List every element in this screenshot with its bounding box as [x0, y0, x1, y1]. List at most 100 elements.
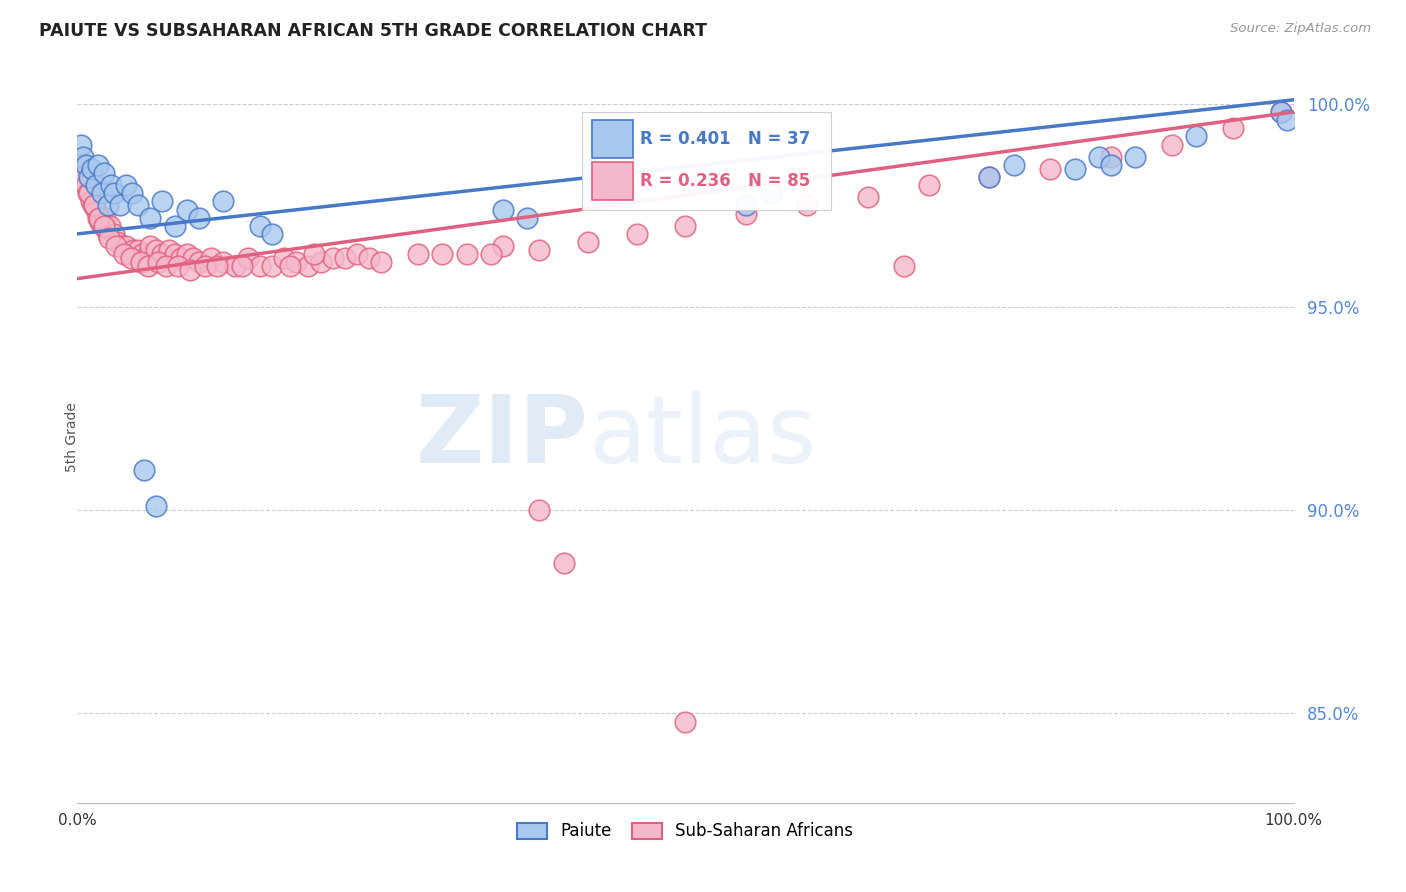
Text: Source: ZipAtlas.com: Source: ZipAtlas.com: [1230, 22, 1371, 36]
Point: [200, 252, 222, 266]
Point: [103, 227, 125, 241]
FancyBboxPatch shape: [592, 162, 633, 200]
Point: [260, 260, 283, 274]
Point: [359, 252, 381, 266]
Point: [97, 231, 120, 245]
Point: [1270, 105, 1292, 120]
Point: [309, 255, 332, 269]
Point: [1277, 113, 1299, 128]
Point: [188, 255, 211, 269]
Point: [98, 219, 121, 233]
Point: [72, 150, 94, 164]
Text: ZIP: ZIP: [415, 391, 588, 483]
FancyBboxPatch shape: [582, 112, 831, 211]
Point: [146, 255, 169, 269]
Point: [120, 252, 142, 266]
Point: [152, 194, 174, 209]
Point: [212, 255, 235, 269]
Point: [181, 252, 204, 266]
Point: [80, 161, 103, 176]
Point: [406, 247, 429, 261]
Point: [115, 239, 138, 253]
Point: [675, 219, 697, 233]
Point: [1002, 158, 1025, 172]
Point: [1161, 137, 1184, 152]
Point: [136, 260, 159, 274]
Point: [1099, 150, 1122, 164]
Point: [1063, 161, 1085, 176]
Point: [152, 247, 174, 261]
Point: [553, 556, 575, 570]
Point: [118, 247, 141, 261]
Point: [87, 211, 110, 225]
Point: [529, 243, 551, 257]
Point: [194, 260, 217, 274]
Point: [759, 186, 782, 201]
Point: [170, 252, 193, 266]
Point: [93, 166, 115, 180]
Point: [492, 202, 515, 217]
Point: [157, 243, 180, 257]
FancyBboxPatch shape: [592, 120, 633, 159]
Point: [84, 202, 107, 217]
Point: [129, 255, 152, 269]
Point: [112, 247, 135, 261]
Point: [145, 499, 167, 513]
Point: [297, 260, 319, 274]
Point: [155, 260, 177, 274]
Point: [167, 260, 190, 274]
Point: [1039, 161, 1062, 176]
Point: [285, 255, 308, 269]
Point: [163, 247, 186, 261]
Text: R = 0.236   N = 85: R = 0.236 N = 85: [640, 172, 811, 190]
Point: [1125, 150, 1147, 164]
Point: [918, 178, 941, 193]
Point: [75, 158, 97, 172]
Point: [278, 260, 301, 274]
Point: [122, 243, 145, 257]
Point: [430, 247, 453, 261]
Point: [856, 190, 879, 204]
Point: [84, 178, 107, 193]
Point: [97, 198, 120, 212]
Point: [735, 206, 758, 220]
Point: [1222, 121, 1244, 136]
Point: [1270, 105, 1292, 120]
Point: [139, 239, 162, 253]
Point: [212, 194, 235, 209]
Point: [107, 235, 129, 249]
Point: [249, 219, 271, 233]
Point: [108, 198, 131, 212]
Point: [479, 247, 502, 261]
Point: [79, 169, 101, 184]
Point: [105, 239, 128, 253]
Point: [1099, 158, 1122, 172]
Point: [333, 252, 356, 266]
Point: [893, 260, 915, 274]
Point: [79, 186, 101, 201]
Point: [304, 247, 326, 261]
Point: [90, 186, 112, 201]
Point: [89, 215, 111, 229]
Point: [322, 252, 344, 266]
Point: [979, 169, 1001, 184]
Point: [260, 227, 283, 241]
Point: [1185, 129, 1208, 144]
Point: [176, 202, 198, 217]
Text: R = 0.401   N = 37: R = 0.401 N = 37: [640, 130, 811, 148]
Point: [87, 158, 110, 172]
Point: [93, 219, 115, 233]
Point: [675, 714, 697, 729]
Point: [529, 503, 551, 517]
Point: [179, 263, 201, 277]
Point: [77, 186, 100, 201]
Point: [80, 194, 103, 209]
Point: [127, 243, 149, 257]
Point: [75, 178, 97, 193]
Point: [370, 255, 392, 269]
Point: [70, 137, 93, 152]
Point: [188, 211, 211, 225]
Point: [94, 211, 117, 225]
Point: [249, 260, 271, 274]
Point: [103, 186, 125, 201]
